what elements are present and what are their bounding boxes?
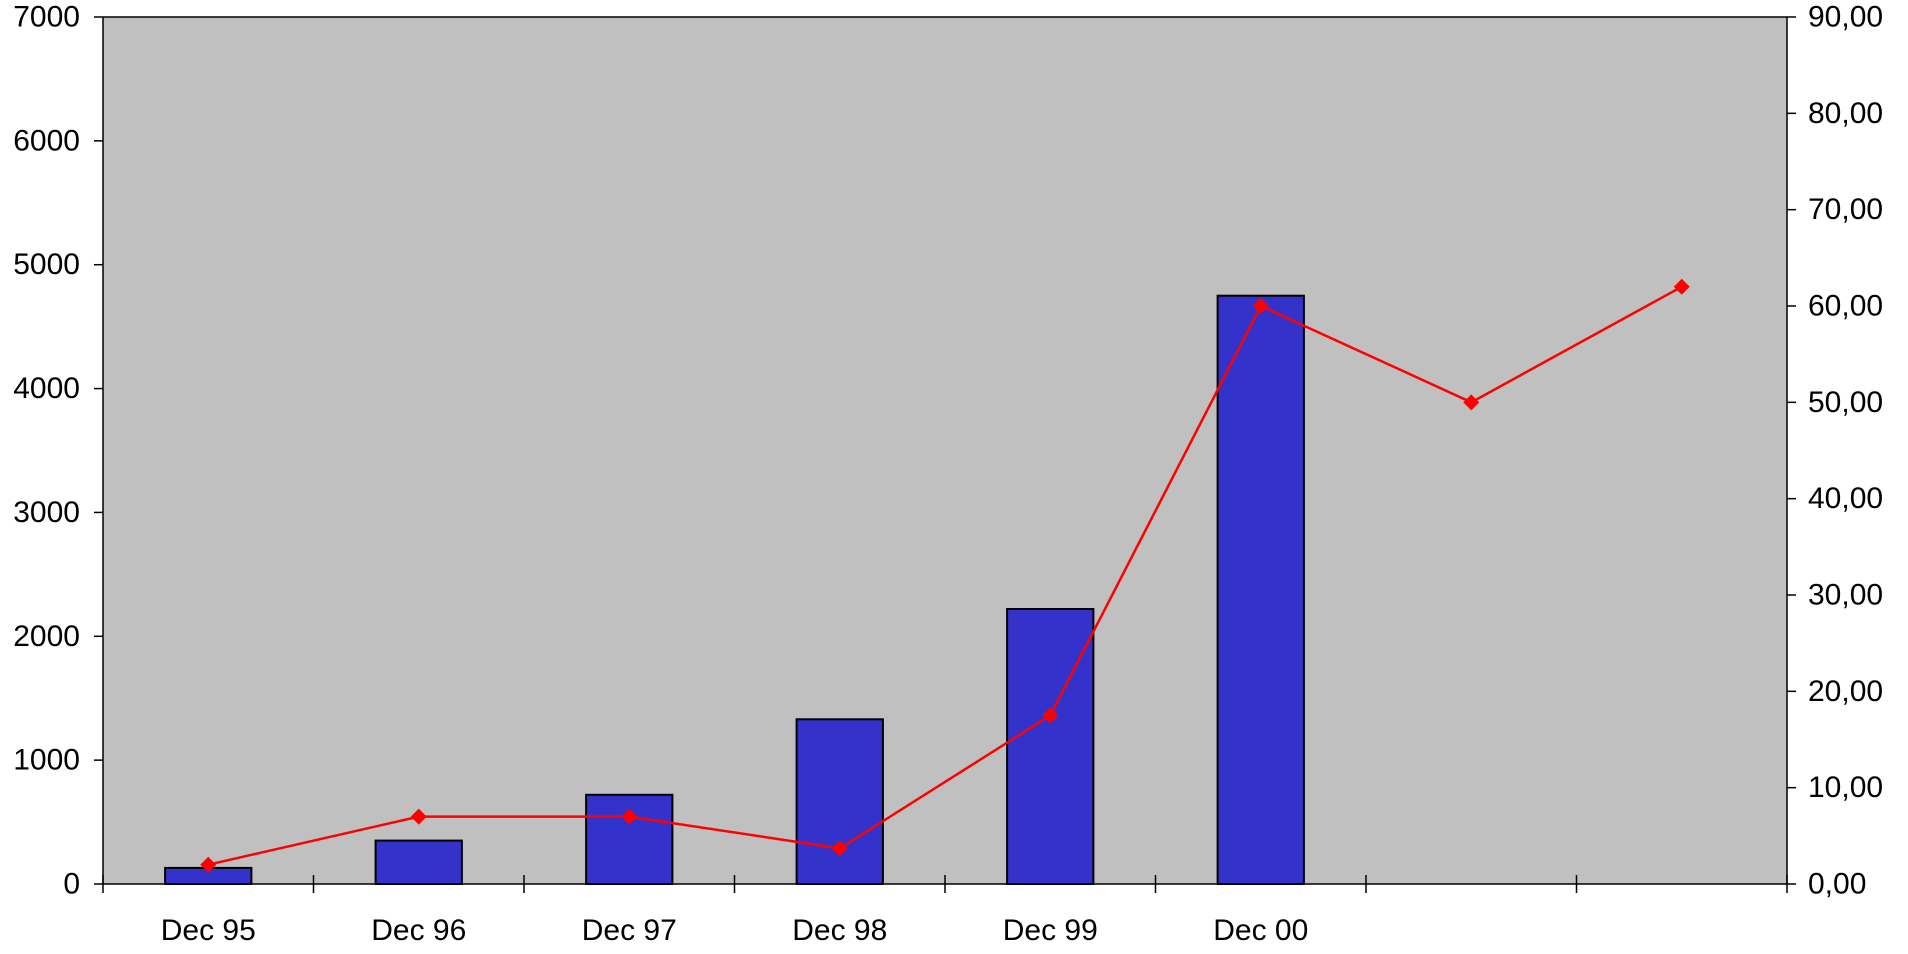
bar [1007,609,1093,884]
x-tick-label: Dec 98 [792,914,887,947]
y-tick-label-right: 40,00 [1808,482,1883,515]
y-tick-label-left: 7000 [13,1,80,34]
y-tick-label-right: 0,00 [1808,868,1866,901]
y-tick-label-left: 1000 [13,744,80,777]
y-tick-label-left: 0 [63,868,80,901]
y-tick-label-right: 30,00 [1808,579,1883,612]
y-tick-label-left: 4000 [13,372,80,405]
y-tick-label-right: 50,00 [1808,386,1883,419]
y-tick-label-left: 6000 [13,124,80,157]
y-tick-label-right: 80,00 [1808,97,1883,130]
y-tick-label-right: 60,00 [1808,290,1883,323]
y-tick-label-left: 5000 [13,248,80,281]
y-tick-label-right: 20,00 [1808,675,1883,708]
y-tick-label-right: 10,00 [1808,771,1883,804]
plot-area [103,17,1787,884]
y-tick-label-left: 2000 [13,620,80,653]
x-tick-label: Dec 99 [1003,914,1098,947]
x-tick-label: Dec 97 [582,914,677,947]
bar [586,795,672,884]
bar [1218,296,1304,884]
x-tick-label: Dec 96 [371,914,466,947]
x-tick-label: Dec 95 [161,914,256,947]
bar [376,841,462,884]
y-tick-label-left: 3000 [13,496,80,529]
y-tick-label-right: 90,00 [1808,1,1883,34]
x-tick-label: Dec 00 [1213,914,1308,947]
bar [797,719,883,884]
y-tick-label-right: 70,00 [1808,193,1883,226]
